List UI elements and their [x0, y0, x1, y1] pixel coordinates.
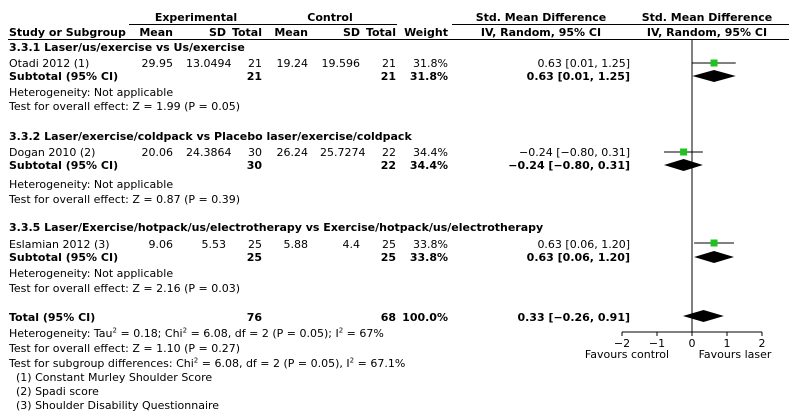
subtotal-label: Subtotal (95% CI) [9, 159, 119, 172]
study-effect-marker [680, 148, 688, 156]
exp-mean-value: 29.95 [141, 57, 174, 70]
experimental-group-header: Experimental [154, 11, 238, 24]
ctl-total-value: 25 [382, 238, 396, 251]
ctl-sd-value: 19.596 [321, 57, 361, 70]
overall-effect-text: Test for overall effect: Z = 1.99 (P = 0… [9, 100, 240, 113]
exp-mean-value: 20.06 [141, 146, 174, 159]
exp-total-value: 30 [248, 146, 262, 159]
weight-value: 34.4% [413, 146, 448, 159]
ctl-sd-value: 4.4 [342, 238, 361, 251]
control-group-header: Control [307, 11, 353, 24]
overall-effect-text: Test for overall effect: Z = 0.87 (P = 0… [9, 193, 240, 206]
heterogeneity-text: Heterogeneity: Not applicable [9, 86, 174, 99]
total-exp-total: 76 [246, 311, 262, 324]
overall-effect-text: Test for overall effect: Z = 2.16 (P = 0… [9, 282, 240, 295]
ctl-sd-header: SD [342, 26, 360, 39]
subtotal-weight: 34.4% [409, 159, 448, 172]
footnote: (3) Shoulder Disability Questionnaire [16, 399, 220, 412]
subtotal-ci: −0.24 [−0.80, 0.31] [508, 159, 630, 172]
ctl-total-value: 22 [382, 146, 396, 159]
effect-method-header: IV, Random, 95% CI [480, 26, 602, 39]
ctl-mean-value: 19.24 [276, 57, 309, 70]
subtotal-ctl-total: 25 [380, 251, 396, 264]
exp-sd-value: 24.3864 [186, 146, 232, 159]
subgroup-title: 3.3.2 Laser/exercise/coldpack vs Placebo… [9, 130, 412, 143]
subtotal-diamond [664, 159, 703, 171]
plot-method-header: IV, Random, 95% CI [646, 26, 768, 39]
study-name: Otadi 2012 (1) [9, 57, 90, 70]
subtotal-label: Subtotal (95% CI) [9, 70, 119, 83]
plot-title-header: Std. Mean Difference [641, 11, 773, 24]
x-axis-tick-label: 1 [724, 337, 731, 350]
ctl-mean-value: 5.88 [283, 238, 309, 251]
subtotal-diamond [692, 70, 736, 82]
exp-mean-header: Mean [139, 26, 173, 39]
total-ci: 0.33 [−0.26, 0.91] [517, 311, 630, 324]
subtotal-label: Subtotal (95% CI) [9, 251, 119, 264]
heterogeneity-text: Heterogeneity: Not applicable [9, 267, 174, 280]
subtotal-ctl-total: 22 [380, 159, 396, 172]
total-overall-effect-text: Test for overall effect: Z = 1.10 (P = 0… [9, 342, 240, 355]
subgroup-title: 3.3.1 Laser/us/exercise vs Us/exercise [9, 41, 245, 54]
favours-laser-label: Favours laser [698, 348, 772, 361]
total-diamond [682, 310, 724, 322]
favours-control-label: Favours control [584, 348, 670, 361]
ci-value: 0.63 [0.06, 1.20] [537, 238, 630, 251]
exp-sd-header: SD [208, 26, 226, 39]
subtotal-exp-total: 25 [246, 251, 262, 264]
subtotal-exp-total: 30 [246, 159, 262, 172]
total-weight: 100.0% [402, 311, 448, 324]
total-ctl-total: 68 [380, 311, 396, 324]
effect-title-rule [452, 24, 630, 25]
total-label: Total (95% CI) [9, 311, 96, 324]
exp-mean-value: 9.06 [148, 238, 174, 251]
ctl-mean-value: 26.24 [276, 146, 309, 159]
ci-value: 0.63 [0.01, 1.25] [537, 57, 630, 70]
effect-title-header: Std. Mean Difference [475, 11, 607, 24]
ctl-sd-value: 25.7274 [320, 146, 366, 159]
weight-value: 31.8% [413, 57, 448, 70]
ctl-total-value: 21 [382, 57, 396, 70]
subgroup-differences-text: Test for subgroup differences: Chi2 = 6.… [9, 356, 406, 370]
header-rule [8, 39, 630, 40]
subtotal-exp-total: 21 [246, 70, 262, 83]
exp-sd-value: 13.0494 [186, 57, 232, 70]
footnote: (1) Constant Murley Shoulder Score [16, 371, 213, 384]
heterogeneity-text: Heterogeneity: Not applicable [9, 178, 174, 191]
plot-title-rule [622, 24, 789, 25]
subtotal-diamond [694, 251, 734, 263]
footnote: (2) Spadi score [16, 385, 99, 398]
subtotal-ctl-total: 21 [380, 70, 396, 83]
ctl-total-header: Total [365, 26, 396, 39]
study-name: Eslamian 2012 (3) [9, 238, 110, 251]
exp-sd-value: 5.53 [201, 238, 227, 251]
ctl-group-rule [263, 24, 397, 25]
ci-value: −0.24 [−0.80, 0.31] [519, 146, 630, 159]
exp-total-value: 25 [248, 238, 262, 251]
subtotal-ci: 0.63 [0.01, 1.25] [526, 70, 630, 83]
x-axis-tick-label: −1 [649, 337, 665, 350]
weight-header: Weight [404, 26, 448, 39]
subtotal-weight: 33.8% [409, 251, 448, 264]
total-heterogeneity-text: Heterogeneity: Tau2 = 0.18; Chi2 = 6.08,… [9, 326, 384, 340]
study-name: Dogan 2010 (2) [9, 146, 96, 159]
exp-group-rule [129, 24, 263, 25]
x-axis-tick-label: −2 [614, 337, 630, 350]
subtotal-ci: 0.63 [0.06, 1.20] [526, 251, 630, 264]
x-axis-tick-label: 0 [689, 337, 696, 350]
weight-value: 33.8% [413, 238, 448, 251]
exp-total-value: 21 [248, 57, 262, 70]
ctl-mean-header: Mean [274, 26, 308, 39]
study-effect-marker [710, 59, 718, 67]
plot-header-rule [622, 39, 789, 40]
study-effect-marker [710, 239, 718, 247]
x-axis-tick-label: 2 [759, 337, 766, 350]
subgroup-title: 3.3.5 Laser/Exercise/hotpack/us/electrot… [9, 221, 544, 234]
subtotal-weight: 31.8% [409, 70, 448, 83]
study-column-header: Study or Subgroup [9, 26, 126, 39]
exp-total-header: Total [231, 26, 262, 39]
